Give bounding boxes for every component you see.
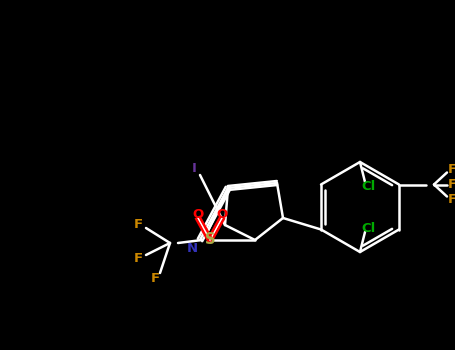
Text: S: S: [205, 232, 215, 247]
Text: F: F: [133, 218, 142, 231]
Text: O: O: [217, 209, 228, 222]
Text: Cl: Cl: [362, 222, 376, 235]
Text: F: F: [151, 272, 160, 285]
Text: F: F: [447, 193, 455, 206]
Text: F: F: [447, 163, 455, 176]
Text: I: I: [192, 161, 197, 175]
Text: Cl: Cl: [362, 180, 376, 193]
Text: N: N: [187, 241, 197, 254]
Text: O: O: [192, 209, 204, 222]
Text: F: F: [447, 178, 455, 191]
Text: F: F: [133, 252, 142, 265]
